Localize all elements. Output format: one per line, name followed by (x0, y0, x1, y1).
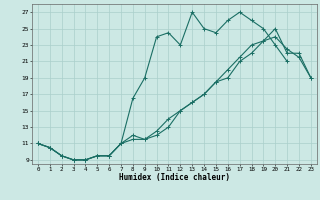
X-axis label: Humidex (Indice chaleur): Humidex (Indice chaleur) (119, 173, 230, 182)
